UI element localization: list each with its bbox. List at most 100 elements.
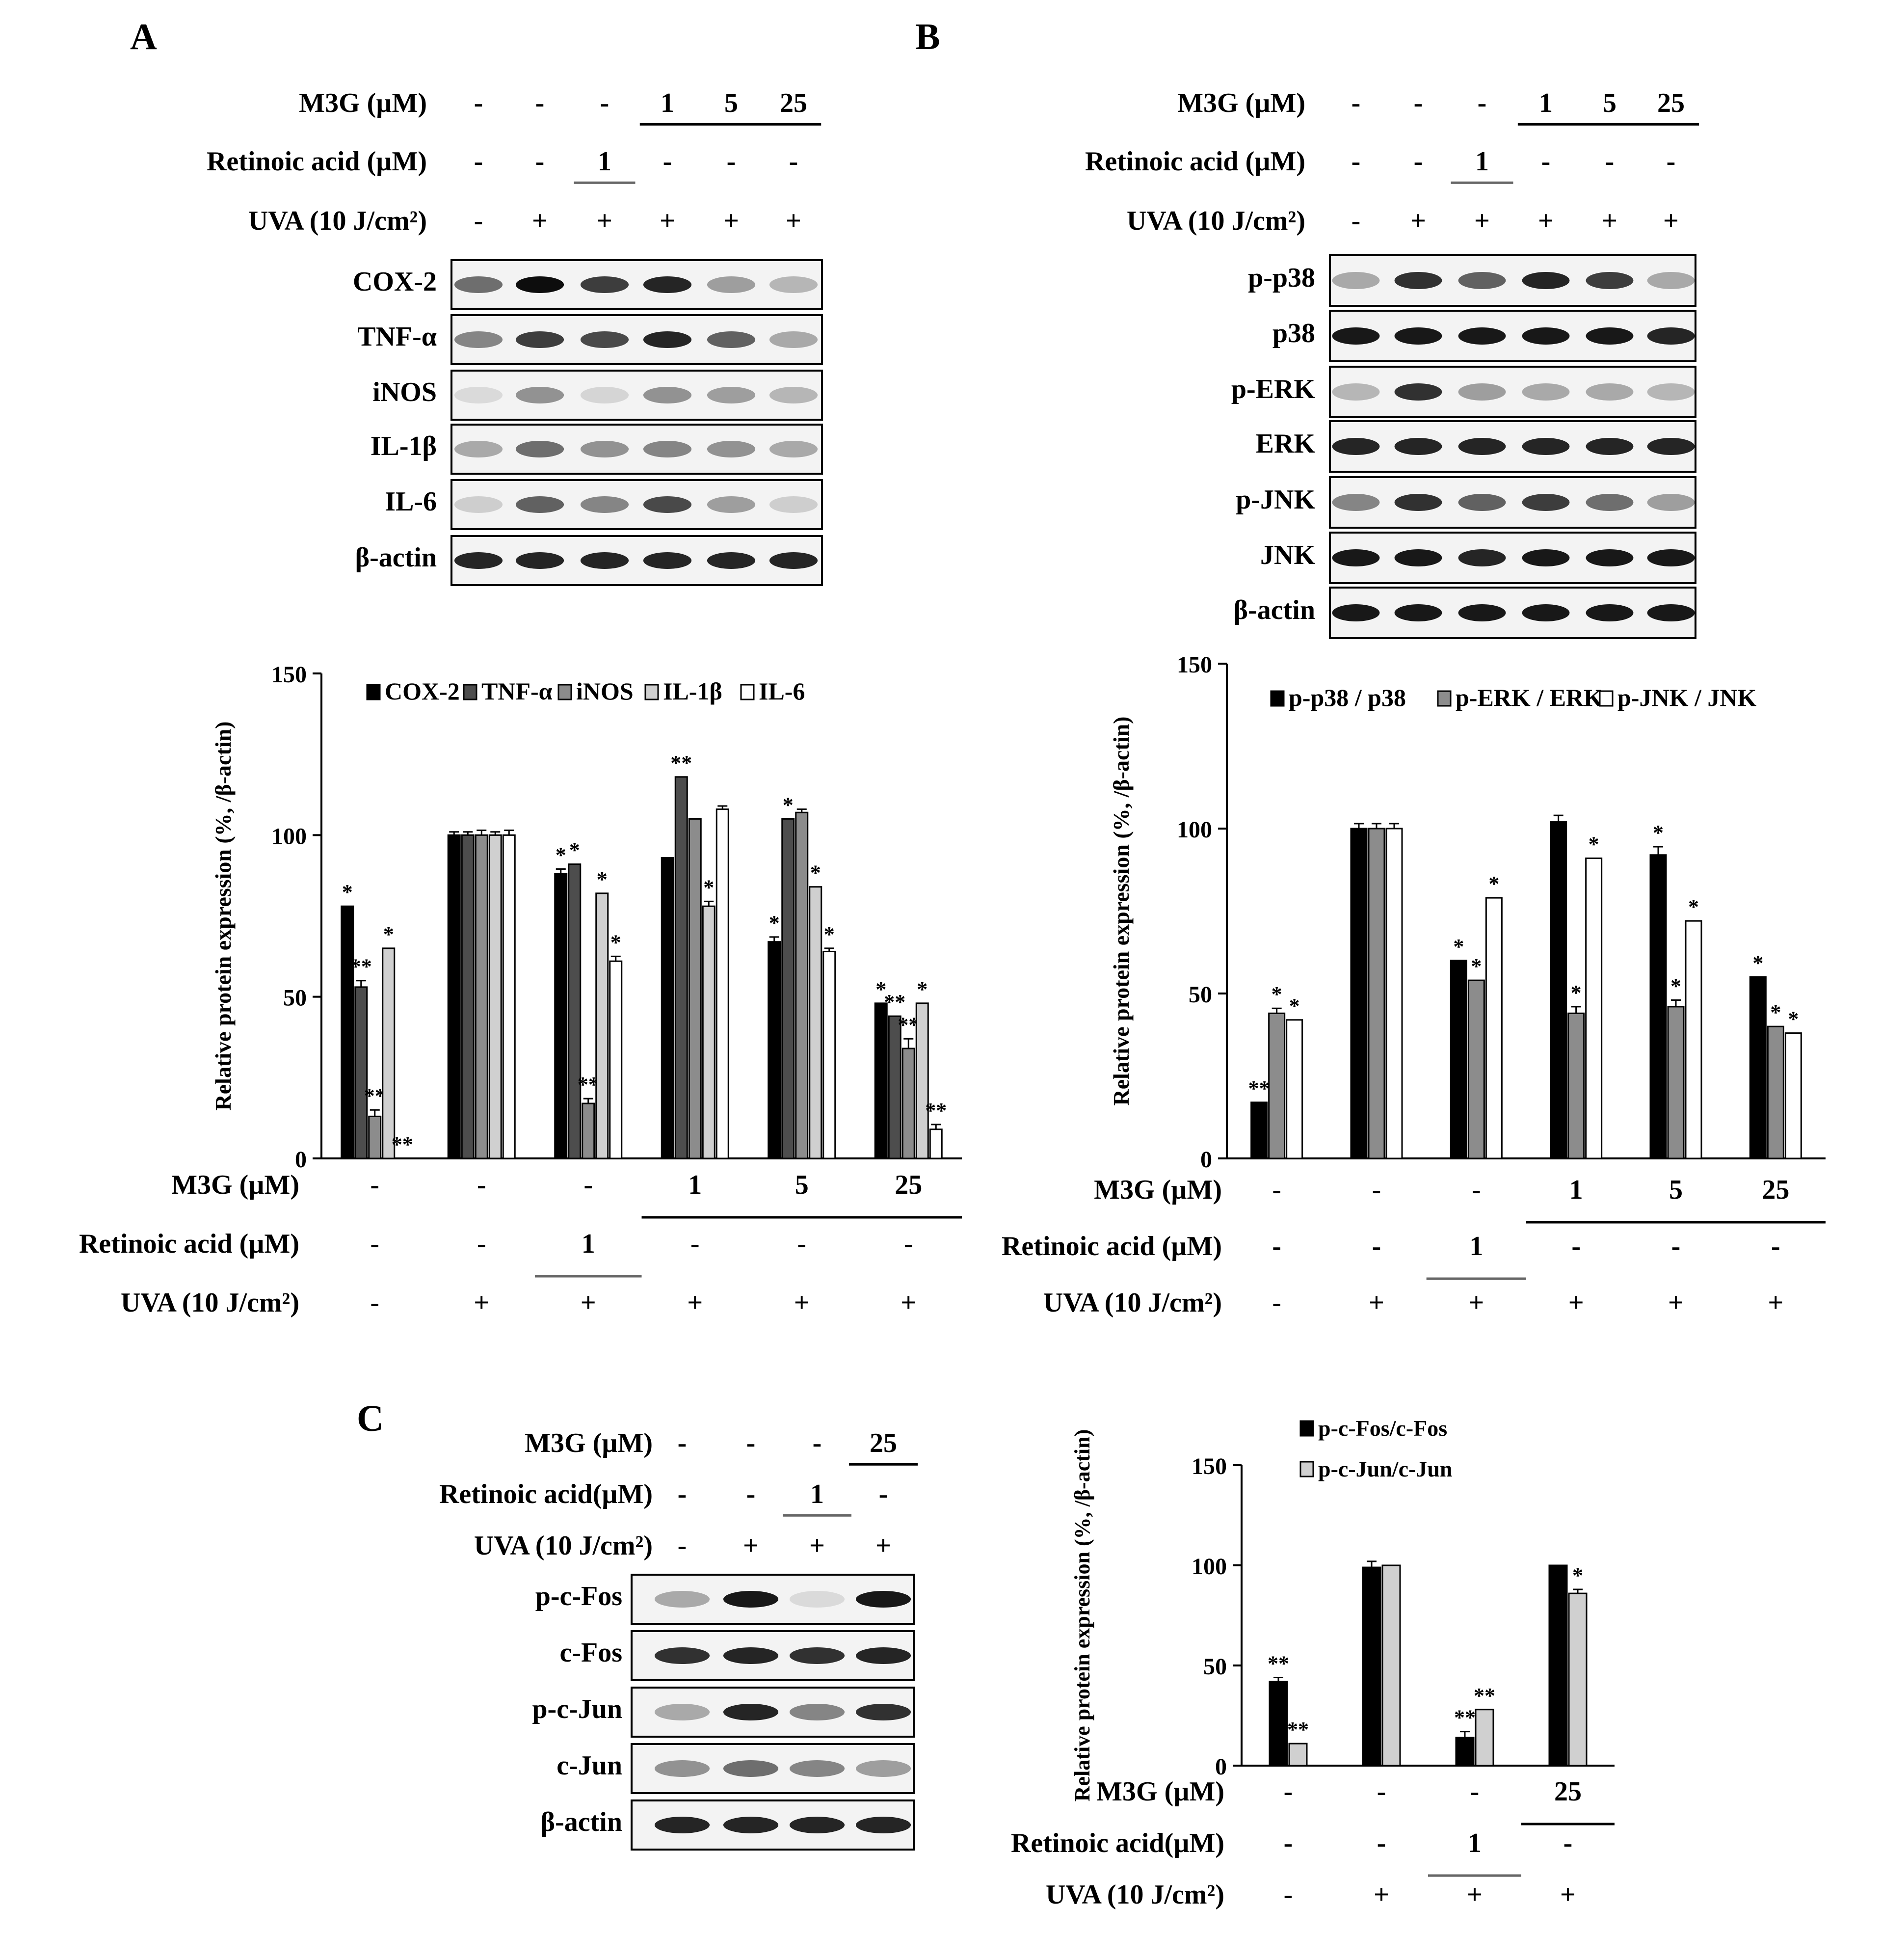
- blotA-row-value: 1: [661, 88, 674, 118]
- blotB-row-value: +: [1602, 206, 1617, 236]
- blot-band: [769, 496, 818, 513]
- y-axis-label: Relative protein expression (%, /β-actin…: [1070, 1429, 1094, 1801]
- bar: [1548, 1564, 1568, 1767]
- significance-marker: **: [392, 1132, 413, 1156]
- blot-c-row: c-Jun: [556, 1743, 915, 1794]
- bar: [1350, 828, 1368, 1159]
- blot-c-row: β-actin: [541, 1799, 915, 1851]
- y-tick-label: 100: [271, 823, 307, 849]
- blot-band: [643, 387, 692, 403]
- legend-swatch: [463, 684, 477, 700]
- blot-band: [1647, 271, 1695, 290]
- blotC-row-value: 25: [870, 1428, 897, 1458]
- blot-band: [723, 1817, 779, 1833]
- y-tick-label: 50: [1203, 1654, 1227, 1680]
- significance-marker: *: [1688, 895, 1699, 919]
- blot-band: [1647, 604, 1695, 622]
- legend-label: p-c-Jun/c-Jun: [1318, 1456, 1452, 1481]
- blot-band: [580, 496, 629, 513]
- blot-membrane: [1329, 532, 1696, 584]
- blot-b-row: β-actin: [1234, 587, 1696, 639]
- treatment-value: -: [1272, 1231, 1281, 1262]
- blot-band: [580, 552, 629, 569]
- blotC-row-label: M3G (µM): [525, 1428, 653, 1458]
- treatment-value: +: [1369, 1288, 1384, 1318]
- blot-membrane: [450, 424, 823, 475]
- treatment-value: +: [474, 1288, 489, 1318]
- blot-band: [707, 331, 756, 348]
- blotB-row-label: Retinoic acid (µM): [1085, 146, 1305, 177]
- blotB-row-value: -: [1414, 146, 1423, 177]
- chart-b: 0 50 100 150 Relative protein expression (%,…: [1002, 652, 1826, 1318]
- blotA-row-value: 1: [598, 146, 611, 177]
- blot-band: [454, 552, 503, 569]
- significance-marker: *: [1589, 832, 1599, 856]
- bar: [382, 947, 396, 1159]
- blot-band: [1458, 604, 1506, 622]
- blot-band: [654, 1817, 710, 1833]
- bar: [1567, 1012, 1585, 1159]
- treatment-label: UVA (10 J/cm²): [1043, 1288, 1222, 1318]
- legend-swatch: [1437, 690, 1452, 707]
- blot-b-row: p-p38: [1248, 254, 1696, 307]
- blot-band: [723, 1760, 779, 1777]
- blot-band: [1522, 437, 1570, 456]
- treatment-value: -: [1771, 1231, 1780, 1262]
- blot-label: COX-2: [353, 267, 437, 297]
- bar: [874, 1002, 888, 1159]
- blot-band: [1647, 493, 1695, 511]
- blot-band: [1332, 327, 1380, 345]
- blot-band: [643, 331, 692, 348]
- treatment-value: 25: [895, 1170, 922, 1200]
- bar: [475, 834, 488, 1159]
- blotC-row-value: -: [678, 1479, 687, 1509]
- y-tick-label: 0: [295, 1147, 307, 1173]
- treatment-value: -: [1372, 1175, 1381, 1205]
- treatment-value: -: [370, 1288, 379, 1318]
- blot-band: [769, 276, 818, 293]
- blot-band: [769, 387, 818, 403]
- blot-band: [515, 331, 564, 348]
- blotA-row-label: UVA (10 J/cm²): [248, 206, 427, 236]
- blotA-row-value: 5: [724, 88, 738, 118]
- blotA-row-value: -: [789, 146, 798, 177]
- blotB-row-value: +: [1538, 206, 1554, 236]
- blotA-row-value: +: [786, 206, 801, 236]
- treatment-value: +: [1560, 1879, 1576, 1910]
- treatment-value: -: [1571, 1231, 1581, 1262]
- blot-band: [855, 1647, 911, 1664]
- blot-a-row: iNOS: [372, 370, 823, 421]
- blotB-row-value: -: [1351, 206, 1361, 236]
- blotA-row-label: M3G (µM): [299, 88, 427, 118]
- legend-swatch: [740, 684, 755, 700]
- y-tick-label: 50: [1189, 982, 1212, 1008]
- blot-band: [1332, 383, 1380, 401]
- blotC-row-value: -: [746, 1428, 756, 1458]
- blotA-row-value: 25: [780, 88, 807, 118]
- treatment-label: M3G (µM): [1096, 1776, 1224, 1807]
- blot-label: c-Jun: [556, 1750, 622, 1781]
- blotC-row-value: -: [678, 1530, 687, 1561]
- blot-band: [855, 1704, 911, 1720]
- treatment-value: 1: [1469, 1231, 1483, 1262]
- bar: [888, 1015, 901, 1159]
- blot-band: [1586, 437, 1634, 456]
- legend-swatch: [1270, 690, 1285, 707]
- blot-band: [1458, 271, 1506, 290]
- legend-swatch: [1599, 690, 1614, 707]
- significance-marker: **: [670, 751, 692, 775]
- treatment-value: -: [1372, 1231, 1381, 1262]
- blot-label: p38: [1272, 318, 1315, 349]
- blot-membrane: [1329, 587, 1696, 639]
- blotC-row-value: -: [879, 1479, 888, 1509]
- bar: [1467, 979, 1485, 1159]
- bar: [1784, 1032, 1802, 1159]
- blot-band: [1522, 383, 1570, 401]
- blot-membrane: [450, 535, 823, 586]
- blotA-row-value: -: [600, 88, 609, 118]
- legend-label: COX-2: [385, 677, 460, 705]
- significance-marker: *: [1453, 935, 1464, 959]
- treatment-value: -: [370, 1229, 379, 1259]
- blotB-row-label: M3G (µM): [1177, 88, 1305, 118]
- bar: [901, 1047, 915, 1159]
